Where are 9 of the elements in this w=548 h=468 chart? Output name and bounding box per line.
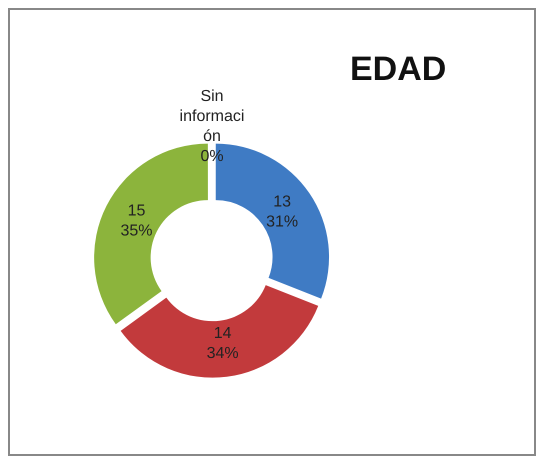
- slice-label: 14: [214, 324, 232, 342]
- slice-label: 13: [273, 193, 292, 210]
- category-label: Sin información: [180, 88, 244, 145]
- data-label: 35%: [120, 222, 153, 240]
- text: 0%: [200, 148, 224, 165]
- data-label: 31%: [266, 213, 298, 230]
- text: EDAD: [350, 50, 446, 89]
- slice-label: 15: [128, 202, 146, 220]
- data-label: 34%: [206, 344, 239, 362]
